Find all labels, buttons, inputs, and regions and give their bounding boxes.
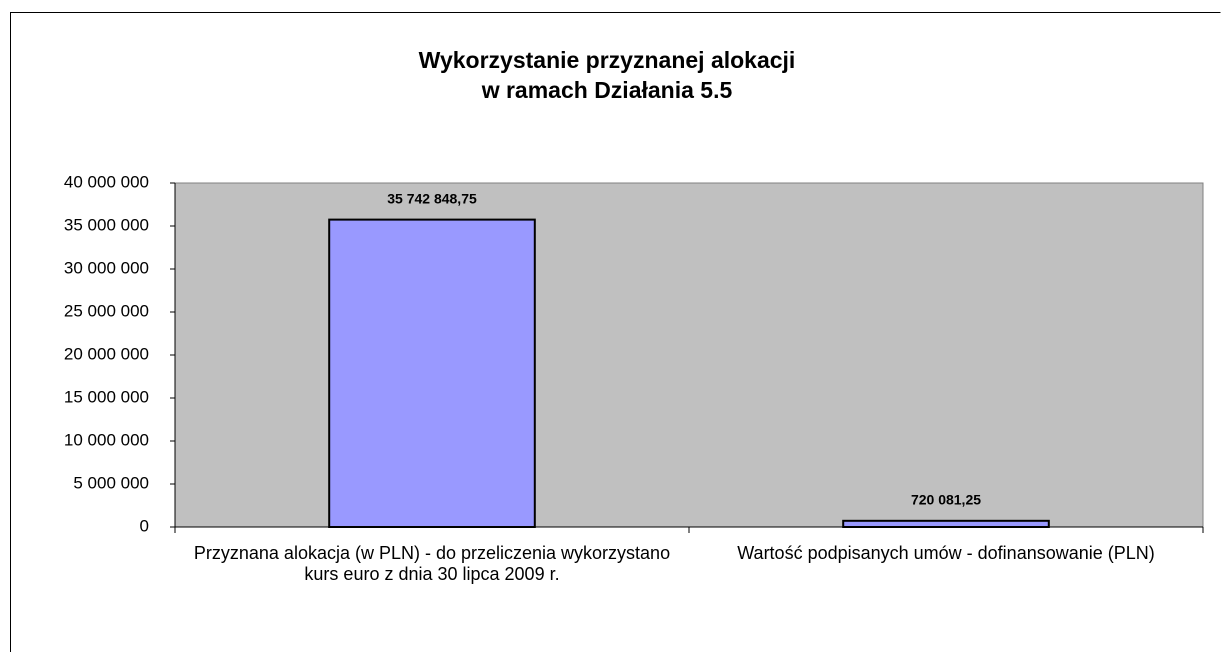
data-label: 720 081,25 (911, 492, 981, 508)
data-label: 35 742 848,75 (387, 190, 477, 206)
bar (328, 218, 536, 528)
chart-frame (10, 12, 1221, 652)
y-tick-label: 15 000 000 (64, 387, 149, 406)
y-tick-label: 20 000 000 (64, 344, 149, 363)
x-tick-label-box: Wartość podpisanych umów - dofinansowani… (737, 543, 1155, 563)
x-tick-label: Wartość podpisanych umów - dofinansowani… (737, 543, 1155, 563)
y-tick-label: 5 000 000 (73, 473, 149, 492)
chart-title: w ramach Działania 5.5 (481, 77, 733, 103)
y-tick-label: 30 000 000 (64, 258, 149, 277)
chart-title: Wykorzystanie przyznanej alokacji (419, 47, 796, 73)
x-tick-label: Przyznana alokacja (w PLN) - do przelicz… (193, 543, 671, 584)
y-tick-label: 35 000 000 (64, 215, 149, 234)
y-tick-label: 0 (140, 516, 149, 535)
y-tick-label: 40 000 000 (64, 172, 149, 191)
y-tick-label: 10 000 000 (64, 430, 149, 449)
y-tick-label: 25 000 000 (64, 301, 149, 320)
bar (842, 519, 1050, 529)
x-tick-label-box: Przyznana alokacja (w PLN) - do przelicz… (193, 543, 671, 584)
